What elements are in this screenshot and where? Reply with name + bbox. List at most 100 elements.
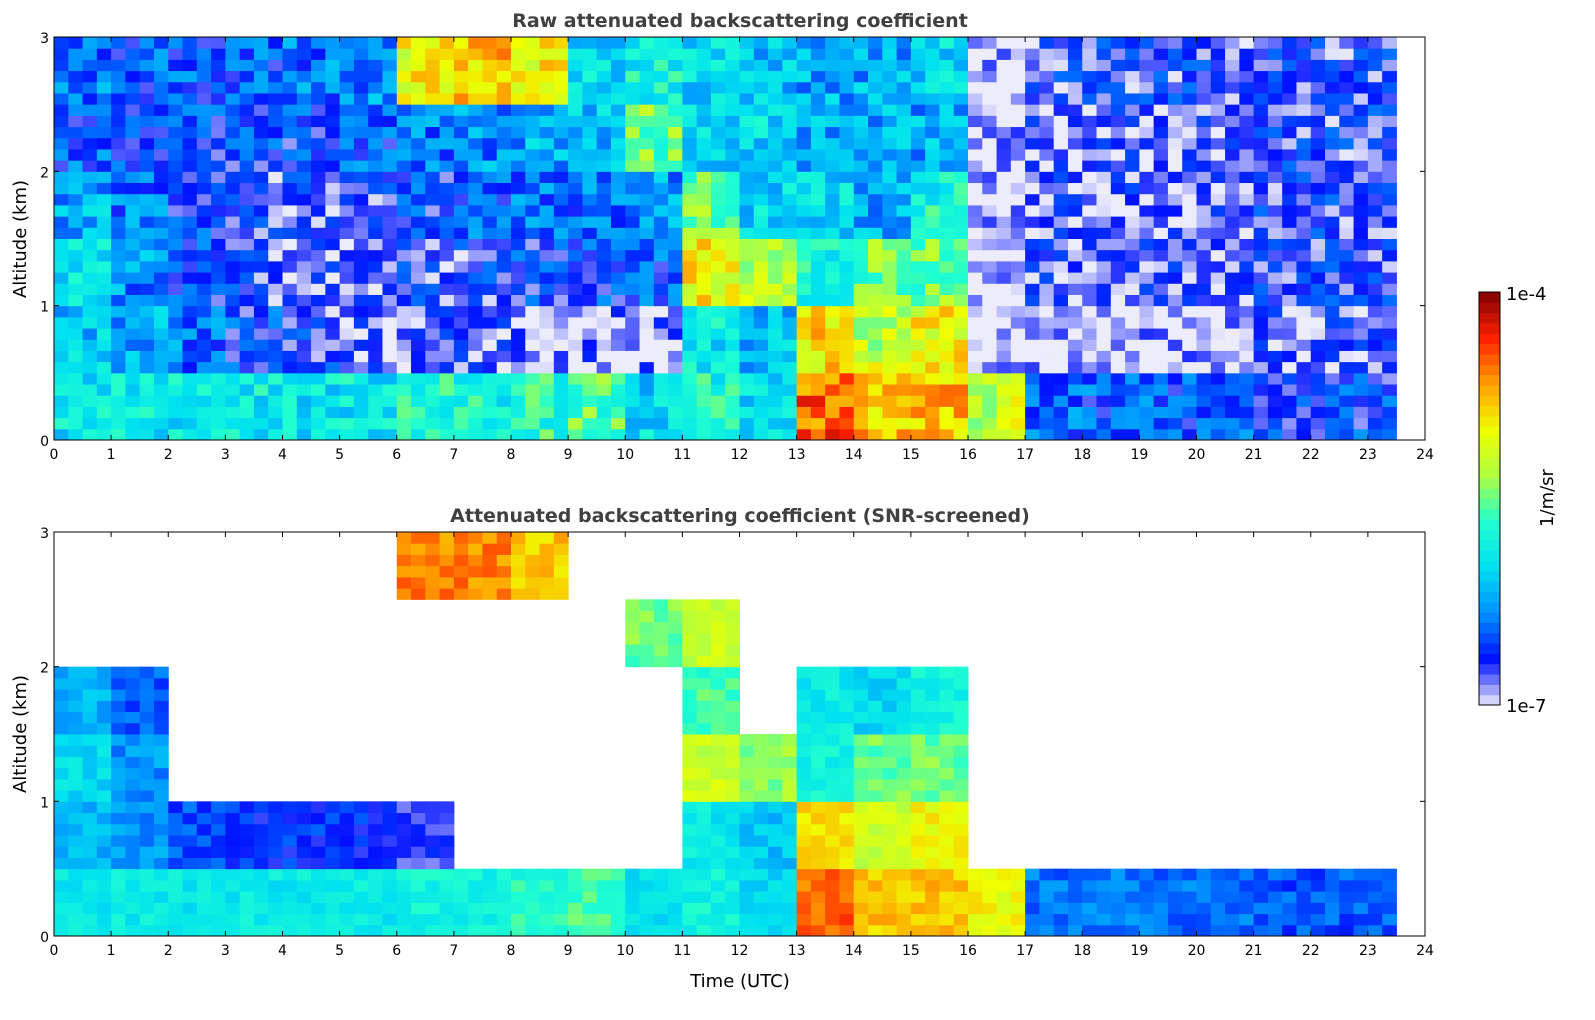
heatmap-cell xyxy=(1353,171,1369,184)
heatmap-cell xyxy=(939,711,955,724)
heatmap-cell xyxy=(910,835,926,847)
heatmap-cell xyxy=(810,272,826,284)
heatmap-cell xyxy=(282,70,298,83)
heatmap-cell xyxy=(1339,428,1355,441)
heatmap-cell xyxy=(1110,260,1126,273)
heatmap-cell xyxy=(525,48,541,60)
heatmap-cell xyxy=(1067,48,1083,60)
x-tick-label: 3 xyxy=(221,943,230,959)
heatmap-cell xyxy=(825,126,840,139)
heatmap-cell xyxy=(539,294,555,307)
heatmap-cell xyxy=(882,361,898,374)
heatmap-cell xyxy=(82,812,98,825)
heatmap-cell xyxy=(439,406,455,419)
heatmap-cell xyxy=(225,104,241,116)
heatmap-cell xyxy=(796,160,812,172)
heatmap-cell xyxy=(825,339,840,351)
heatmap-cell xyxy=(682,37,698,49)
heatmap-cell xyxy=(782,37,798,49)
heatmap-cell xyxy=(953,823,969,836)
heatmap-cell xyxy=(968,428,983,441)
heatmap-cell xyxy=(939,677,955,690)
heatmap-cell xyxy=(753,835,769,847)
heatmap-cell xyxy=(1339,294,1355,307)
heatmap-cell xyxy=(453,171,469,184)
heatmap-cell xyxy=(653,339,669,351)
heatmap-cell xyxy=(296,59,312,72)
heatmap-cell xyxy=(296,204,312,217)
heatmap-cell xyxy=(753,260,769,273)
colorbar-band xyxy=(1479,384,1500,396)
heatmap-cell xyxy=(825,734,840,746)
heatmap-cell xyxy=(1310,37,1326,49)
heatmap-cell xyxy=(525,115,541,128)
heatmap-cell xyxy=(796,328,812,340)
heatmap-cell xyxy=(739,767,755,780)
heatmap-cell xyxy=(710,655,726,668)
heatmap-cell xyxy=(896,216,912,228)
heatmap-cell xyxy=(1196,384,1212,396)
heatmap-cell xyxy=(1367,148,1383,161)
heatmap-cell xyxy=(296,372,312,385)
heatmap-cell xyxy=(453,148,469,161)
heatmap-cell xyxy=(896,711,912,724)
heatmap-cell xyxy=(453,868,469,881)
heatmap-cell xyxy=(625,260,641,273)
heatmap-cell xyxy=(225,835,241,847)
heatmap-cell xyxy=(1339,316,1355,329)
heatmap-cell xyxy=(996,294,1012,307)
heatmap-cell xyxy=(125,171,141,184)
heatmap-cell xyxy=(1282,238,1297,251)
heatmap-cell xyxy=(482,182,498,195)
heatmap-cell xyxy=(1067,193,1083,206)
heatmap-cell xyxy=(882,316,898,329)
heatmap-cell xyxy=(1125,238,1140,251)
heatmap-cell xyxy=(796,823,812,836)
heatmap-cell xyxy=(253,137,269,150)
heatmap-cell xyxy=(882,778,898,791)
heatmap-cell xyxy=(282,857,298,870)
heatmap-cell xyxy=(296,115,312,128)
heatmap-cell xyxy=(582,104,598,116)
heatmap-cell xyxy=(339,272,355,284)
heatmap-cell xyxy=(453,59,469,72)
heatmap-cell xyxy=(968,902,983,915)
heatmap-cell xyxy=(453,81,469,94)
heatmap-cell xyxy=(910,328,926,340)
x-tick-label: 10 xyxy=(616,943,634,959)
heatmap-cell xyxy=(953,148,969,161)
heatmap-cell xyxy=(196,115,212,128)
heatmap-cell xyxy=(1053,59,1069,72)
heatmap-cell xyxy=(625,361,641,374)
heatmap-cell xyxy=(1210,891,1226,903)
heatmap-cell xyxy=(1282,361,1297,374)
heatmap-cell xyxy=(1167,328,1183,340)
heatmap-cell xyxy=(582,406,598,419)
heatmap-cell xyxy=(325,104,341,116)
heatmap-cell xyxy=(511,913,526,926)
heatmap-cell xyxy=(453,428,469,441)
heatmap-cell xyxy=(225,249,241,262)
heatmap-cell xyxy=(396,823,412,836)
heatmap-cell xyxy=(996,48,1012,60)
heatmap-cell xyxy=(1325,182,1340,195)
heatmap-cell xyxy=(853,204,869,217)
heatmap-cell xyxy=(411,171,426,184)
heatmap-cell xyxy=(953,70,969,83)
heatmap-cell xyxy=(668,655,683,668)
heatmap-cell xyxy=(782,745,798,757)
heatmap-cell xyxy=(825,350,840,363)
heatmap-cell xyxy=(396,384,412,396)
heatmap-cell xyxy=(782,70,798,83)
heatmap-cell xyxy=(482,924,498,937)
heatmap-cell xyxy=(682,406,698,419)
heatmap-cell xyxy=(139,790,155,802)
heatmap-cell xyxy=(1239,227,1255,239)
heatmap-cell xyxy=(768,924,783,937)
heatmap-cell xyxy=(54,171,69,184)
heatmap-cell xyxy=(1382,160,1397,172)
heatmap-cell xyxy=(896,372,912,385)
heatmap-cell xyxy=(339,812,355,825)
heatmap-cell xyxy=(796,372,812,385)
heatmap-cell xyxy=(710,700,726,713)
